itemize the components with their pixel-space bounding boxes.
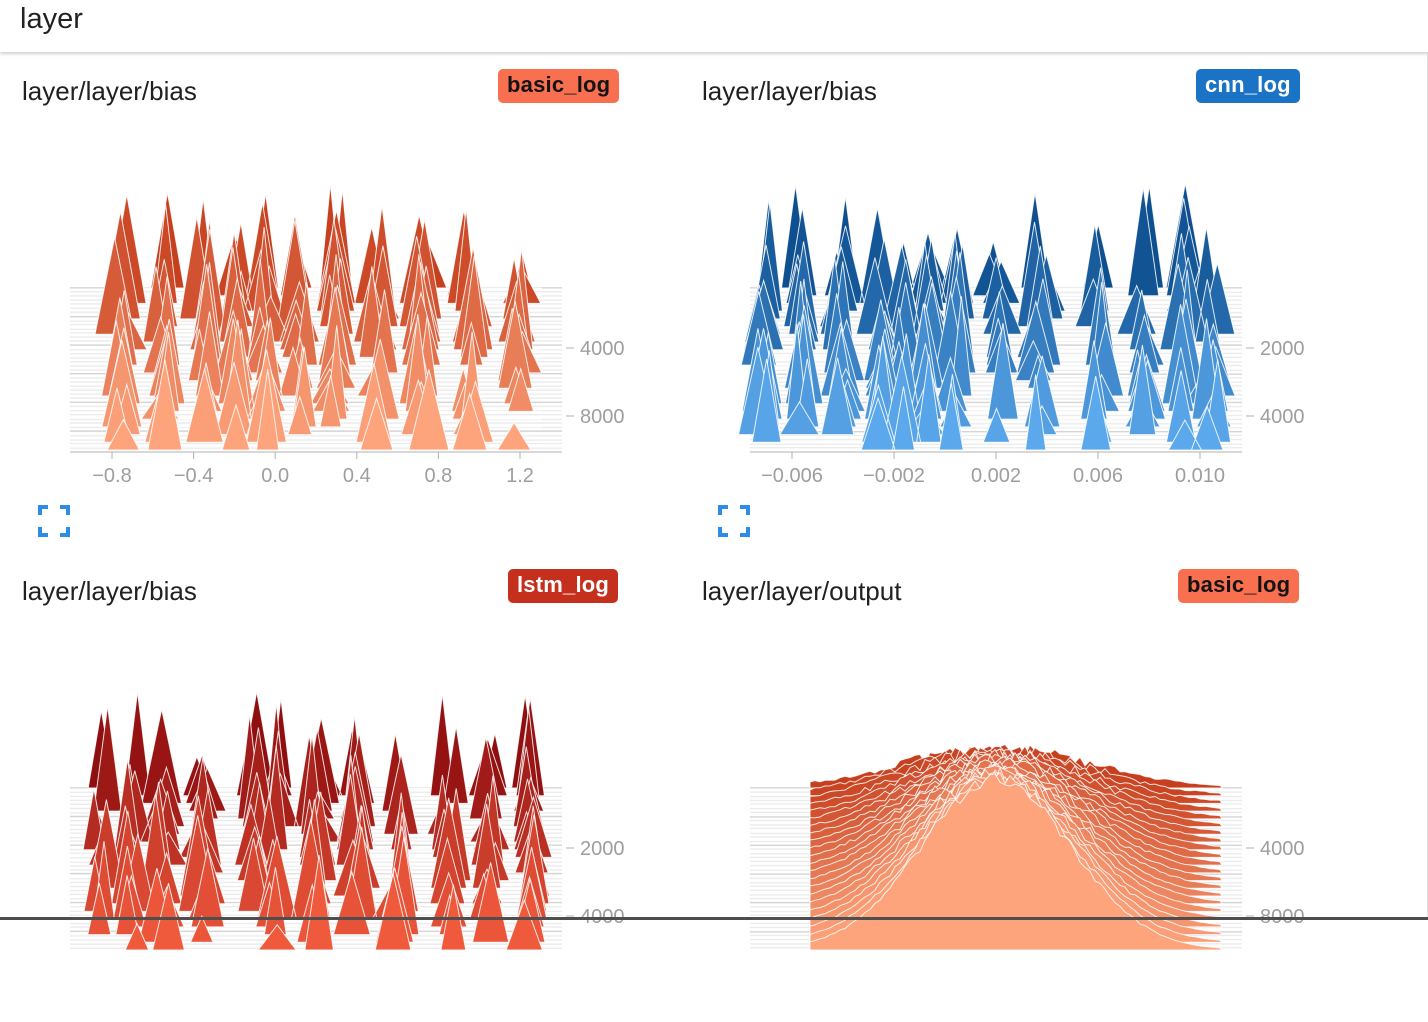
histogram-chart: −0.8 −0.4 0.0 0.4 0.8 1.2 4000 8000: [70, 183, 625, 487]
card-title: layer/layer/output: [702, 576, 902, 606]
y-tick-label: 4000: [1260, 406, 1305, 428]
histogram-series: [737, 183, 1236, 451]
card-title: layer/layer/bias: [22, 76, 197, 106]
histogram-series: [82, 691, 553, 951]
run-badge: cnn_log: [1196, 69, 1300, 103]
x-tick-label: −0.002: [863, 465, 925, 487]
fullscreen-icon: [718, 505, 750, 537]
histogram-step-21: [106, 359, 542, 451]
run-badge: lstm_log: [508, 569, 619, 603]
histogram-step-16: [741, 314, 1229, 413]
search-header: layer: [0, 0, 1428, 52]
histogram-card: −0.8 −0.4 0.0 0.4 0.8 1.2 4000 8000 layer/layer…: [0, 52, 660, 522]
x-tick-label: 0.8: [424, 465, 452, 487]
fullscreen-icon: [38, 505, 70, 537]
run-badge: basic_log: [498, 69, 620, 103]
x-tick-label: 0.010: [1175, 465, 1225, 487]
x-tick-label: −0.006: [761, 465, 823, 487]
histogram-card: −0.006 −0.002 0.002 0.006 0.010 2000 4000 laye…: [680, 52, 1340, 522]
x-tick-label: 1.2: [506, 465, 534, 487]
y-tick-label: 8000: [580, 406, 625, 428]
y-tick-label: 4000: [1260, 838, 1305, 860]
run-badge: basic_log: [1178, 569, 1300, 603]
x-axis: −0.8 −0.4 0.0 0.4 0.8 1.2: [70, 451, 562, 487]
expand-chart-button[interactable]: [38, 505, 70, 537]
y-axis: 2000 4000: [1246, 338, 1305, 428]
x-tick-label: −0.4: [174, 465, 213, 487]
x-tick-label: −0.8: [92, 465, 131, 487]
histogram-step-21: [790, 374, 1224, 451]
x-tick-label: 0.0: [261, 465, 289, 487]
histogram-series: [809, 743, 1224, 951]
window-bottom-edge: [0, 917, 1428, 920]
card-title: layer/layer/bias: [22, 576, 197, 606]
tag-filter-title: layer: [20, 3, 83, 35]
x-axis: −0.006 −0.002 0.002 0.006 0.010: [750, 451, 1242, 487]
x-tick-label: 0.002: [971, 465, 1021, 487]
histogram-series: [94, 183, 543, 451]
y-tick-label: 4000: [580, 338, 625, 360]
expand-chart-button[interactable]: [718, 505, 750, 537]
card-title: layer/layer/bias: [702, 76, 877, 106]
y-tick-label: 2000: [580, 838, 625, 860]
histogram-step-15: [109, 810, 550, 905]
histogram-chart: −0.006 −0.002 0.002 0.006 0.010 2000 4000: [737, 183, 1305, 487]
y-tick-label: 2000: [1260, 338, 1305, 360]
y-axis: 4000 8000: [566, 338, 625, 428]
x-tick-label: 0.4: [343, 465, 371, 487]
x-tick-label: 0.006: [1073, 465, 1123, 487]
